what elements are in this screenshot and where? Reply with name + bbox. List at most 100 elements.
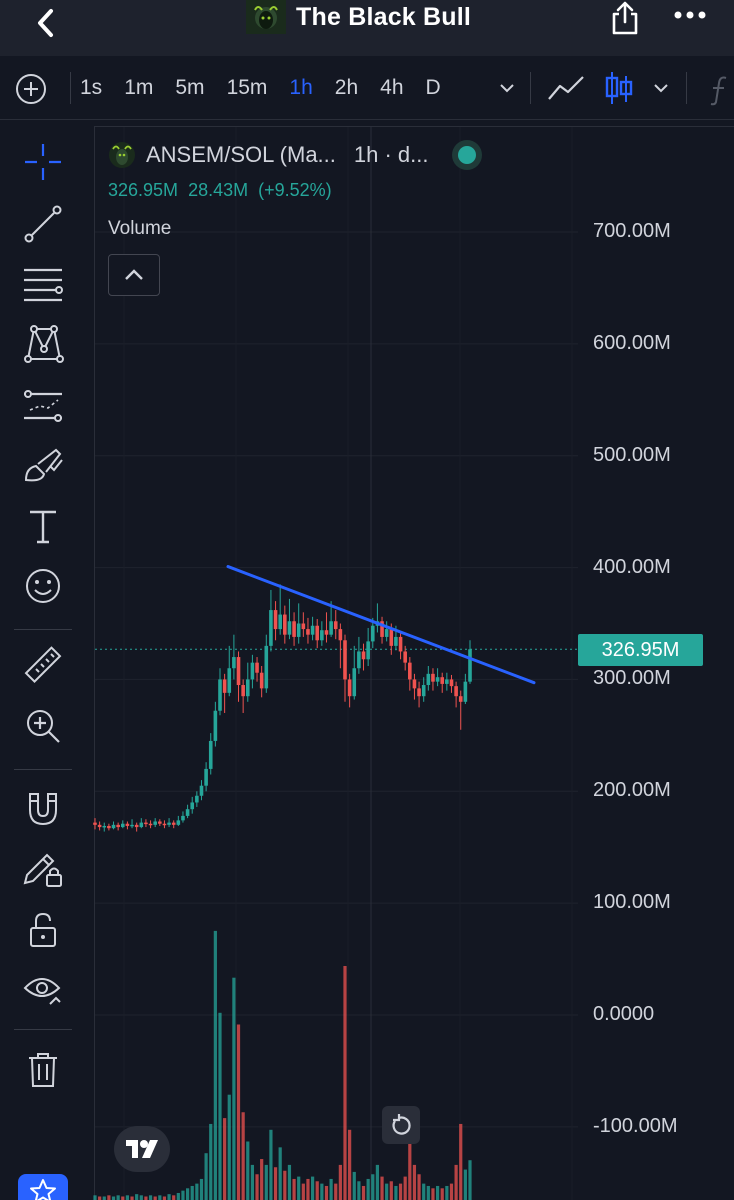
candle	[366, 641, 370, 660]
tradingview-logo[interactable]	[114, 1126, 170, 1172]
ruler-tool[interactable]	[20, 643, 66, 689]
interval-1s[interactable]: 1s	[80, 76, 103, 99]
volume-bar	[93, 1195, 97, 1200]
more-icon	[674, 11, 706, 19]
app-title: The Black Bull	[296, 2, 472, 31]
volume-bar	[301, 1183, 305, 1200]
fib-retracement-tool[interactable]	[20, 261, 66, 307]
volume-bar	[324, 1185, 329, 1200]
toolbar-separator	[686, 72, 687, 104]
volume-bar	[287, 1164, 292, 1200]
candle	[148, 823, 153, 826]
zoom-in-tool[interactable]	[20, 703, 66, 749]
magnet-tool[interactable]	[20, 785, 66, 831]
candle	[361, 651, 366, 660]
candle	[134, 824, 139, 828]
interval-2h[interactable]: 2h	[334, 76, 359, 99]
candle	[241, 685, 245, 697]
candle	[273, 610, 278, 630]
unlock-tool[interactable]	[20, 907, 66, 953]
add-symbol-button[interactable]	[14, 72, 48, 106]
magnet-icon	[29, 793, 57, 826]
interval-D[interactable]: D	[425, 76, 441, 99]
prediction-tool[interactable]	[20, 383, 66, 429]
price-tick-label: 0.0000	[593, 1003, 655, 1025]
legend-interval: 1h · d...	[353, 142, 429, 167]
candles-icon[interactable]	[604, 68, 634, 108]
share-button[interactable]	[608, 0, 642, 36]
app-title-group: The Black Bull	[246, 0, 471, 34]
crosshair-icon	[25, 144, 61, 180]
lock-drawing-tool[interactable]	[20, 845, 66, 891]
volume-bar	[121, 1196, 125, 1200]
delete-tool[interactable]	[20, 1047, 66, 1093]
legend-values: 326.95M 28.43M (+9.52%)	[108, 180, 342, 201]
reset-chart-button[interactable]	[382, 1106, 420, 1144]
favorites-button[interactable]	[18, 1174, 68, 1200]
line-chart-icon[interactable]	[546, 72, 586, 104]
volume-bar	[185, 1188, 190, 1200]
volume-bar	[172, 1195, 176, 1200]
collapse-legend-button[interactable]	[108, 254, 160, 296]
interval-4h[interactable]: 4h	[380, 76, 404, 99]
interval-5m[interactable]: 5m	[175, 76, 205, 99]
more-button[interactable]	[670, 2, 710, 28]
prediction-icon	[24, 390, 62, 422]
legend-change-pct: (+9.52%)	[258, 180, 332, 200]
volume-bar	[246, 1141, 250, 1200]
volume-bar	[371, 1174, 375, 1200]
chevron-down-icon[interactable]	[652, 82, 670, 94]
toolbar-separator	[530, 72, 531, 104]
candle	[417, 688, 421, 697]
zoom-in-icon	[27, 710, 60, 743]
volume-bar	[459, 1123, 463, 1200]
toolbar-separator	[14, 629, 72, 630]
interval-15m[interactable]: 15m	[226, 76, 268, 99]
price-tick-label: 300.00M	[593, 667, 671, 690]
pattern-tool[interactable]	[20, 321, 66, 367]
volume-bar	[236, 1024, 241, 1200]
candle	[458, 696, 463, 702]
crosshair-tool[interactable]	[20, 139, 66, 185]
chevron-left-icon	[38, 9, 53, 37]
interval-1m[interactable]: 1m	[124, 76, 154, 99]
candle	[347, 679, 352, 697]
emoji-tool[interactable]	[20, 563, 66, 609]
interval-1h[interactable]: 1h	[289, 76, 313, 99]
back-button[interactable]	[28, 6, 62, 40]
brush-tool[interactable]	[20, 443, 66, 489]
candle	[208, 740, 213, 769]
text-tool[interactable]	[20, 503, 66, 549]
pattern-icon	[24, 325, 64, 363]
volume-bar	[130, 1196, 134, 1200]
candle	[195, 795, 199, 803]
candle	[370, 625, 375, 642]
visibility-tool[interactable]	[20, 967, 66, 1013]
chevron-down-icon[interactable]	[498, 82, 516, 94]
trend-line-drawing[interactable]	[226, 565, 536, 685]
volume-bar	[403, 1176, 407, 1200]
candle	[278, 614, 282, 630]
volume-bar	[394, 1185, 398, 1200]
candle	[232, 657, 236, 669]
candle	[412, 679, 417, 689]
candle	[352, 668, 357, 697]
volume-bar	[357, 1181, 361, 1200]
function-icon[interactable]	[706, 74, 734, 106]
candle	[245, 679, 250, 697]
volume-bar	[227, 1094, 231, 1200]
volume-bar	[241, 1112, 245, 1200]
candle	[343, 640, 347, 680]
volume-bar	[440, 1188, 444, 1200]
candle	[426, 673, 431, 686]
candle	[120, 823, 125, 828]
candle	[116, 824, 120, 828]
volume-bar	[264, 1164, 268, 1200]
candle	[176, 820, 181, 825]
candle	[269, 610, 273, 646]
chart-legend[interactable]: ANSEM/SOL (Ma... 1h · d...	[108, 138, 477, 172]
chevron-up-icon	[125, 269, 143, 280]
trend-line-tool[interactable]	[20, 201, 66, 247]
volume-bar	[449, 1183, 454, 1200]
